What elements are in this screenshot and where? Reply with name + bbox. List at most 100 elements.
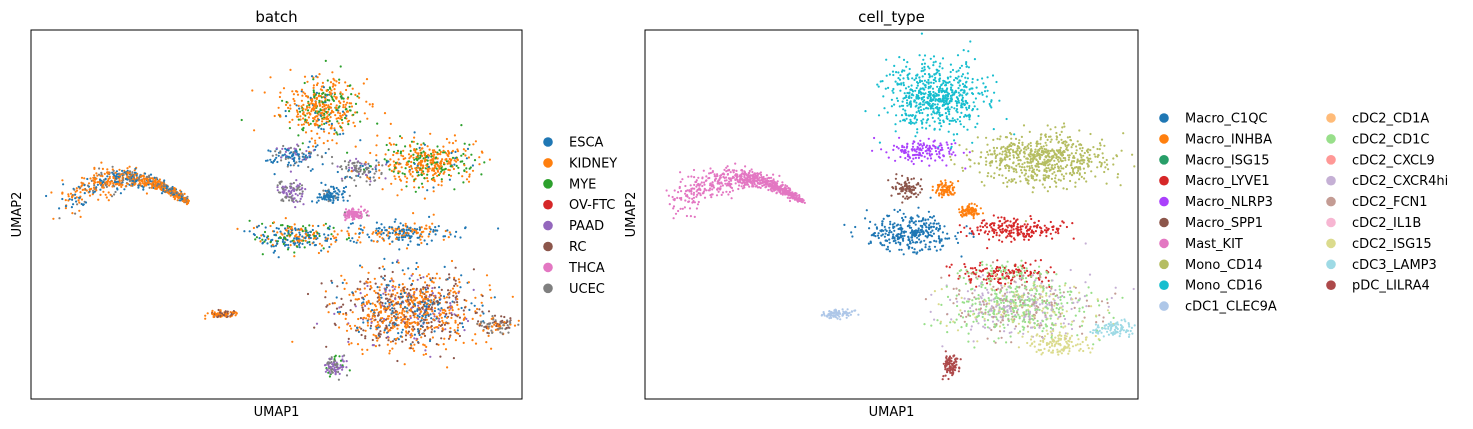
data-point	[950, 142, 953, 146]
data-point	[949, 63, 953, 66]
data-point	[263, 91, 266, 94]
data-point	[378, 232, 381, 235]
data-point	[1035, 168, 1039, 171]
data-point	[506, 320, 509, 323]
data-point	[443, 323, 446, 326]
data-point	[417, 186, 420, 189]
data-point	[1014, 181, 1018, 184]
data-point	[401, 309, 404, 312]
data-point	[403, 318, 407, 321]
data-point	[315, 201, 318, 204]
data-point	[945, 97, 949, 100]
data-point	[1012, 150, 1015, 154]
data-point	[329, 358, 332, 361]
data-point	[414, 149, 417, 152]
data-point	[74, 197, 77, 200]
data-point	[143, 178, 146, 181]
data-point	[919, 87, 922, 90]
data-point	[383, 112, 387, 115]
data-point	[77, 199, 80, 202]
data-point	[327, 311, 330, 314]
data-point	[361, 266, 364, 269]
data-point	[1039, 133, 1043, 136]
data-point	[934, 106, 938, 109]
data-point	[419, 156, 422, 159]
data-point	[430, 321, 433, 324]
data-point	[975, 86, 978, 89]
data-point	[338, 306, 341, 309]
data-point	[351, 311, 354, 314]
data-point	[892, 87, 895, 91]
data-point	[444, 328, 447, 331]
data-point	[890, 105, 894, 108]
data-point	[456, 303, 459, 306]
data-point	[961, 166, 964, 169]
data-point	[513, 324, 517, 327]
data-point	[897, 147, 900, 150]
data-point	[424, 152, 427, 155]
data-point	[401, 238, 404, 241]
data-point	[321, 163, 324, 166]
data-point	[412, 153, 415, 156]
data-point	[902, 84, 906, 87]
data-point	[329, 237, 332, 240]
data-point	[404, 235, 407, 239]
data-point	[440, 337, 443, 340]
data-point	[304, 236, 307, 239]
data-point	[308, 240, 311, 244]
data-point	[104, 184, 107, 187]
data-point	[348, 369, 351, 372]
data-point	[107, 191, 110, 194]
data-point	[409, 298, 413, 301]
data-point	[293, 237, 296, 240]
data-point	[357, 208, 360, 211]
data-point	[449, 174, 453, 177]
data-point	[359, 317, 362, 320]
data-point	[996, 137, 999, 140]
data-point	[965, 62, 968, 66]
legend-item: KIDNEY	[543, 156, 617, 171]
data-point	[456, 329, 459, 332]
data-point	[415, 287, 418, 290]
data-point	[307, 121, 310, 124]
data-point	[323, 233, 326, 236]
data-point	[426, 284, 429, 287]
data-point	[430, 163, 433, 166]
data-point	[328, 190, 331, 193]
data-point	[413, 316, 416, 319]
data-point	[1026, 181, 1029, 184]
data-point	[935, 72, 938, 75]
data-point	[332, 82, 335, 85]
data-point	[456, 298, 459, 301]
data-point	[923, 54, 927, 57]
data-point	[331, 98, 334, 101]
umap-panel-batch: batchUMAP1UMAP2ESCAKIDNEYMYEOV-FTCPAADRC…	[10, 8, 617, 420]
data-point	[390, 226, 393, 229]
data-point	[416, 314, 419, 317]
data-point	[426, 170, 429, 173]
data-point	[1066, 144, 1069, 147]
data-point	[362, 168, 366, 171]
data-point	[439, 153, 442, 156]
data-point	[374, 168, 377, 171]
data-point	[1062, 187, 1065, 190]
scatter-points	[45, 59, 520, 381]
data-point	[447, 151, 450, 154]
data-point	[403, 315, 407, 318]
data-point	[443, 265, 446, 268]
data-point	[448, 276, 451, 279]
data-point	[375, 335, 378, 338]
data-point	[1044, 174, 1047, 177]
data-point	[344, 103, 347, 106]
data-point	[142, 188, 145, 191]
data-point	[397, 332, 400, 335]
data-point	[420, 143, 423, 146]
data-point	[903, 69, 906, 72]
data-point	[424, 349, 427, 352]
data-point	[915, 118, 919, 121]
data-point	[77, 185, 80, 188]
data-point	[356, 111, 359, 114]
data-point	[165, 185, 168, 188]
data-point	[354, 290, 357, 293]
data-point	[380, 228, 384, 232]
